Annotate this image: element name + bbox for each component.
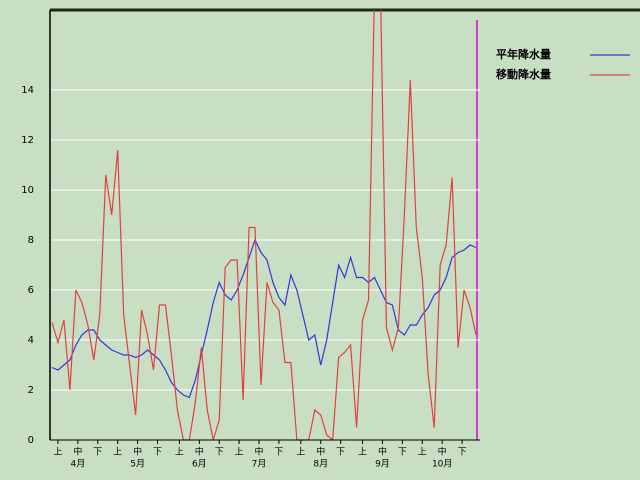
y-tick-label: 10 — [21, 185, 34, 196]
x-tick-label: 中 — [378, 446, 387, 458]
x-tick-label: 上 — [53, 447, 62, 458]
y-tick-label: 4 — [28, 335, 34, 346]
grid — [50, 89, 480, 441]
month-label: 6月 — [192, 459, 207, 470]
month-label: 10月 — [432, 459, 452, 470]
x-tick-label: 中 — [73, 446, 82, 458]
x-tick-label: 下 — [93, 448, 102, 458]
month-label: 8月 — [313, 459, 328, 470]
x-tick-label: 中 — [255, 446, 264, 458]
x-tick-label: 中 — [316, 446, 325, 458]
y-tick-label: 2 — [28, 385, 34, 396]
legend-label: 平年降水量 — [496, 47, 551, 61]
x-tick-label: 上 — [358, 447, 367, 458]
ticks: 02468101214上中下上中下上中下上中下上中下上中下上中下4月 5月 6月 7月… — [21, 85, 466, 470]
y-tick-label: 0 — [28, 435, 34, 446]
legend-label: 移動降水量 — [496, 67, 551, 81]
series-line — [51, 10, 477, 441]
x-tick-label: 下 — [153, 448, 162, 458]
month-label: 7月 — [252, 459, 267, 470]
x-tick-label: 上 — [235, 447, 244, 458]
x-tick-label: 下 — [336, 448, 345, 458]
series-line — [51, 238, 477, 399]
x-tick-label: 上 — [418, 447, 427, 458]
month-label: 5月 — [130, 459, 145, 470]
x-tick-label: 下 — [274, 448, 283, 458]
x-tick-label: 中 — [195, 446, 204, 458]
y-tick-label: 12 — [21, 135, 34, 146]
month-label: 9月 — [375, 459, 390, 470]
x-tick-label: 下 — [458, 448, 467, 458]
y-tick-label: 8 — [28, 235, 34, 246]
x-tick-label: 下 — [398, 448, 407, 458]
y-tick-label: 6 — [28, 285, 34, 296]
month-label: 4月 — [71, 459, 86, 470]
x-tick-label: 中 — [438, 446, 447, 458]
x-tick-label: 上 — [296, 447, 305, 458]
plot — [51, 10, 477, 441]
x-tick-label: 下 — [215, 448, 224, 458]
x-tick-label: 上 — [175, 447, 184, 458]
y-tick-label: 14 — [21, 85, 34, 96]
x-tick-label: 上 — [113, 447, 122, 458]
x-tick-label: 中 — [133, 446, 142, 458]
